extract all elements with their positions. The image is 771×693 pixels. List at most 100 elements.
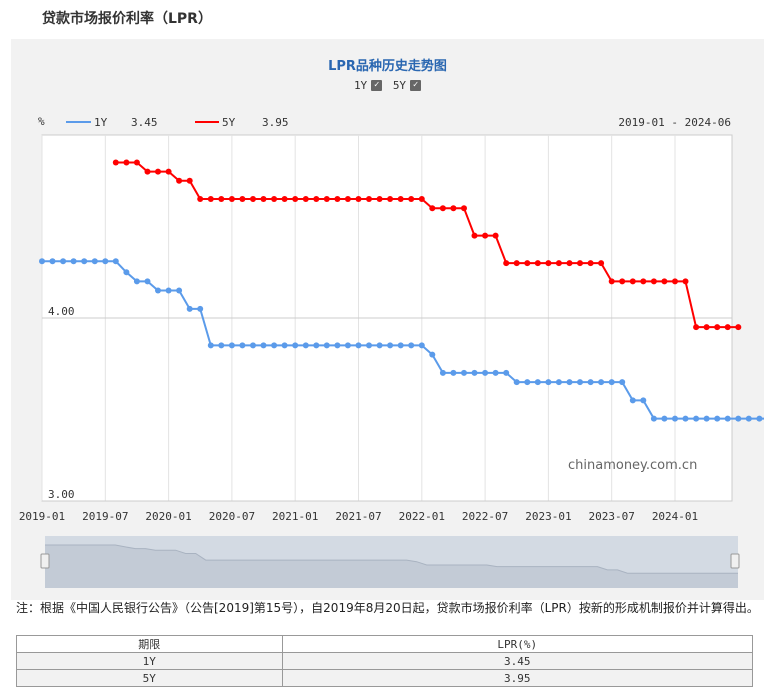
data-point-1y[interactable] bbox=[281, 342, 288, 349]
data-point-5y[interactable] bbox=[555, 260, 562, 267]
data-point-5y[interactable] bbox=[334, 196, 341, 202]
data-point-1y[interactable] bbox=[70, 258, 77, 265]
data-point-5y[interactable] bbox=[207, 196, 214, 202]
data-point-5y[interactable] bbox=[714, 324, 721, 331]
data-point-1y[interactable] bbox=[587, 379, 594, 386]
data-point-1y[interactable] bbox=[334, 342, 341, 349]
data-point-1y[interactable] bbox=[344, 342, 351, 349]
data-point-5y[interactable] bbox=[218, 196, 225, 202]
data-point-5y[interactable] bbox=[197, 196, 204, 202]
data-point-1y[interactable] bbox=[260, 342, 267, 349]
data-point-5y[interactable] bbox=[302, 196, 309, 202]
data-point-5y[interactable] bbox=[534, 260, 541, 267]
data-point-5y[interactable] bbox=[629, 278, 636, 285]
data-point-1y[interactable] bbox=[39, 258, 45, 265]
data-point-1y[interactable] bbox=[482, 369, 489, 376]
data-point-1y[interactable] bbox=[397, 342, 404, 349]
data-point-5y[interactable] bbox=[165, 168, 172, 175]
data-point-5y[interactable] bbox=[176, 177, 183, 184]
data-point-1y[interactable] bbox=[545, 379, 552, 386]
checkbox-1y-icon[interactable]: ✓ bbox=[371, 80, 383, 91]
data-point-1y[interactable] bbox=[703, 415, 710, 422]
data-point-1y[interactable] bbox=[228, 342, 235, 349]
data-point-1y[interactable] bbox=[165, 287, 172, 294]
data-point-1y[interactable] bbox=[408, 342, 415, 349]
data-point-5y[interactable] bbox=[439, 205, 446, 212]
data-point-1y[interactable] bbox=[387, 342, 394, 349]
data-point-5y[interactable] bbox=[545, 260, 552, 267]
navigator-left-handle[interactable] bbox=[40, 553, 50, 569]
data-point-1y[interactable] bbox=[218, 342, 225, 349]
data-point-1y[interactable] bbox=[724, 415, 731, 422]
data-point-5y[interactable] bbox=[672, 278, 678, 285]
data-point-1y[interactable] bbox=[619, 379, 626, 386]
data-point-5y[interactable] bbox=[429, 205, 436, 212]
data-point-5y[interactable] bbox=[724, 324, 731, 331]
data-point-5y[interactable] bbox=[323, 196, 330, 202]
data-point-1y[interactable] bbox=[81, 258, 88, 265]
data-point-1y[interactable] bbox=[745, 415, 752, 422]
data-point-5y[interactable] bbox=[271, 196, 278, 202]
data-point-1y[interactable] bbox=[186, 305, 193, 312]
data-point-5y[interactable] bbox=[418, 196, 425, 202]
data-point-1y[interactable] bbox=[661, 415, 668, 422]
data-point-1y[interactable] bbox=[608, 379, 615, 386]
data-point-1y[interactable] bbox=[555, 379, 562, 386]
data-point-5y[interactable] bbox=[228, 196, 235, 202]
data-point-1y[interactable] bbox=[355, 342, 362, 349]
data-point-5y[interactable] bbox=[577, 260, 583, 267]
data-point-1y[interactable] bbox=[302, 342, 309, 349]
data-point-1y[interactable] bbox=[366, 342, 372, 349]
data-point-1y[interactable] bbox=[418, 342, 425, 349]
data-point-5y[interactable] bbox=[524, 260, 531, 267]
data-point-5y[interactable] bbox=[144, 168, 151, 175]
data-point-1y[interactable] bbox=[207, 342, 214, 349]
toggle-1y[interactable]: 1Y ✓ bbox=[354, 79, 383, 92]
data-point-5y[interactable] bbox=[619, 278, 626, 285]
data-point-1y[interactable] bbox=[534, 379, 541, 386]
data-point-1y[interactable] bbox=[598, 379, 605, 386]
data-point-1y[interactable] bbox=[450, 369, 457, 376]
data-point-1y[interactable] bbox=[650, 415, 657, 422]
data-point-5y[interactable] bbox=[313, 196, 320, 202]
data-point-5y[interactable] bbox=[281, 196, 288, 202]
data-point-5y[interactable] bbox=[344, 196, 351, 202]
data-point-5y[interactable] bbox=[133, 159, 140, 166]
data-point-5y[interactable] bbox=[123, 159, 130, 166]
data-point-1y[interactable] bbox=[133, 278, 140, 285]
data-point-1y[interactable] bbox=[714, 415, 721, 422]
data-point-1y[interactable] bbox=[524, 379, 531, 386]
data-point-5y[interactable] bbox=[682, 278, 689, 285]
data-point-5y[interactable] bbox=[292, 196, 299, 202]
data-point-5y[interactable] bbox=[587, 260, 594, 267]
data-point-1y[interactable] bbox=[682, 415, 689, 422]
data-point-5y[interactable] bbox=[260, 196, 267, 202]
data-point-1y[interactable] bbox=[503, 369, 510, 376]
data-point-5y[interactable] bbox=[239, 196, 246, 202]
data-point-5y[interactable] bbox=[450, 205, 457, 212]
data-point-1y[interactable] bbox=[176, 287, 183, 294]
data-point-1y[interactable] bbox=[577, 379, 583, 386]
data-point-5y[interactable] bbox=[492, 232, 499, 239]
data-point-5y[interactable] bbox=[608, 278, 615, 285]
data-point-5y[interactable] bbox=[735, 324, 742, 331]
data-point-5y[interactable] bbox=[693, 324, 700, 331]
data-point-5y[interactable] bbox=[513, 260, 520, 267]
data-point-1y[interactable] bbox=[471, 369, 478, 376]
data-point-1y[interactable] bbox=[49, 258, 56, 265]
toggle-5y[interactable]: 5Y ✓ bbox=[393, 79, 422, 92]
data-point-5y[interactable] bbox=[650, 278, 657, 285]
data-point-5y[interactable] bbox=[112, 159, 119, 166]
data-point-1y[interactable] bbox=[376, 342, 383, 349]
data-point-1y[interactable] bbox=[91, 258, 98, 265]
data-point-1y[interactable] bbox=[640, 397, 647, 404]
data-point-1y[interactable] bbox=[60, 258, 67, 265]
data-point-1y[interactable] bbox=[144, 278, 151, 285]
data-point-5y[interactable] bbox=[408, 196, 415, 202]
data-point-1y[interactable] bbox=[250, 342, 256, 349]
data-point-5y[interactable] bbox=[503, 260, 510, 267]
data-point-5y[interactable] bbox=[397, 196, 404, 202]
data-point-5y[interactable] bbox=[703, 324, 710, 331]
data-point-5y[interactable] bbox=[598, 260, 605, 267]
data-point-1y[interactable] bbox=[323, 342, 330, 349]
